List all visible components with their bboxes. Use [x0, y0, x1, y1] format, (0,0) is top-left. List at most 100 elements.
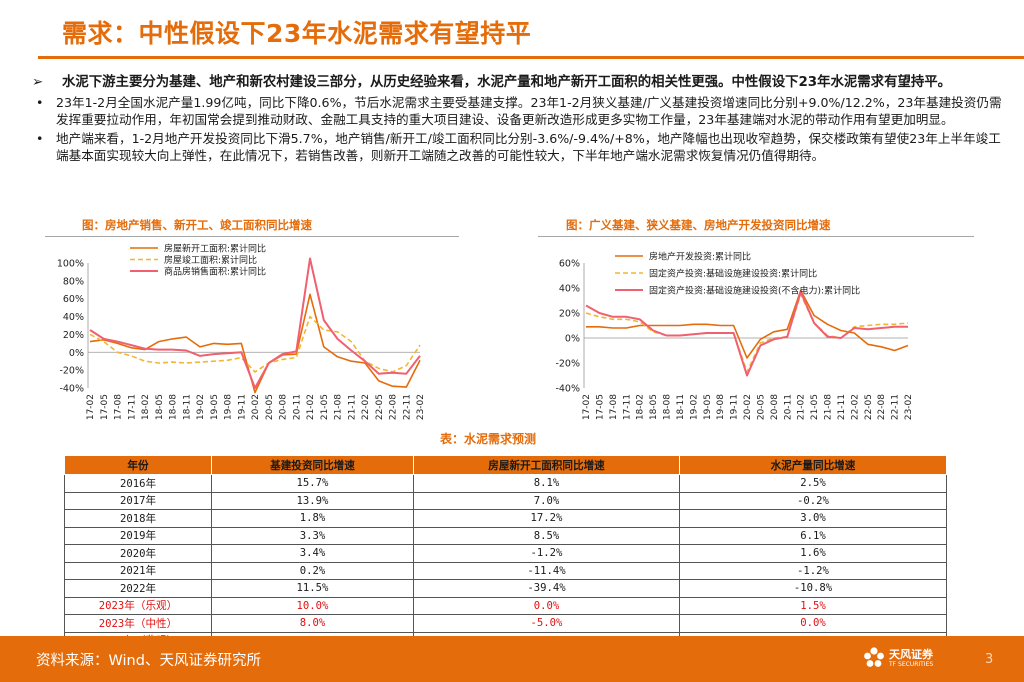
bullet-sub-text: 地产端来看，1-2月地产开发投资同比下滑5.7%，地产销售/新开工/竣工面积同比…: [56, 131, 1001, 163]
table-cell-infra: 3.3%: [211, 526, 414, 545]
x-tick-label: 18-02: [636, 394, 646, 420]
forecast-table: 年份 基建投资同比增速 房屋新开工面积同比增速 水泥产量同比增速 2016年 15…: [64, 455, 947, 651]
col-header-starts: 房屋新开工面积同比增速: [413, 455, 680, 475]
footer-bar: 资料来源：Wind、天风证券研究所 天风证券 TF SECURITIES 3: [0, 636, 1024, 682]
table-cell-starts: -11.4%: [413, 561, 680, 580]
series-line-2: [89, 315, 421, 373]
table-cell-year: 2016年: [64, 474, 212, 493]
y-tick-label: 20%: [63, 330, 84, 341]
x-tick-label: 17-08: [609, 394, 619, 420]
x-tick-label: 19-02: [689, 394, 699, 420]
arrow-bullet-icon: ➢: [32, 75, 44, 90]
table-cell-starts: -39.4%: [413, 579, 680, 598]
x-tick-label: 17-11: [127, 394, 137, 420]
x-tick-label: 17-02: [582, 394, 592, 420]
table-cell-starts: 8.1%: [413, 474, 680, 493]
x-tick-label: 19-05: [703, 394, 713, 420]
table-title: 表：水泥需求预测: [440, 432, 537, 446]
x-tick-label: 17-05: [100, 394, 110, 420]
series-line-1: [586, 289, 909, 359]
x-tick-label: 18-05: [155, 394, 165, 420]
bullet-sub-2: • 地产端来看，1-2月地产开发投资同比下滑5.7%，地产销售/新开工/竣工面积…: [30, 130, 1005, 164]
x-tick-label: 17-11: [622, 394, 632, 420]
chart-1-title-rule: [45, 236, 459, 237]
table-row: 2023年（中性） 8.0% -5.0% 0.0%: [64, 614, 947, 633]
table-row: 2016年 15.7% 8.1% 2.5%: [64, 474, 947, 493]
x-tick-label: 21-02: [306, 394, 316, 420]
col-header-year: 年份: [64, 455, 212, 475]
x-tick-label: 21-02: [797, 394, 807, 420]
col-header-infra: 基建投资同比增速: [211, 455, 414, 475]
x-tick-label: 20-11: [292, 394, 302, 420]
table-body: 2016年 15.7% 8.1% 2.5% 2017年 13.9% 7.0% -0.2% 201…: [64, 474, 947, 651]
dot-bullet-icon: •: [36, 95, 44, 110]
x-tick-label: 20-02: [743, 394, 753, 420]
table-cell-cement: -10.8%: [679, 579, 947, 598]
x-tick-label: 19-08: [716, 394, 726, 420]
chart-2-title: 图：广义基建、狭义基建、房地产开发投资同比增速: [566, 218, 831, 232]
table-cell-starts: -5.0%: [413, 614, 680, 633]
y-tick-label: 0%: [69, 348, 84, 359]
table-cell-cement: 3.0%: [679, 509, 947, 528]
x-tick-label: 22-11: [891, 394, 901, 420]
table-cell-cement: -0.2%: [679, 491, 947, 510]
x-tick-label: 20-05: [756, 394, 766, 420]
x-tick-label: 21-08: [824, 394, 834, 420]
legend-label-3: 固定资产投资:基础设施建设投资(不含电力):累计同比: [649, 285, 860, 297]
y-tick-label: 40%: [63, 312, 84, 323]
x-tick-label: 20-08: [279, 394, 289, 420]
x-tick-label: 17-08: [114, 394, 124, 420]
x-tick-label: 18-05: [649, 394, 659, 420]
x-tick-label: 22-08: [389, 394, 399, 420]
table-cell-cement: 0.0%: [679, 614, 947, 633]
legend-label-2: 房屋竣工面积:累计同比: [164, 254, 257, 266]
table-cell-infra: 10.0%: [211, 596, 414, 615]
table-cell-infra: 15.7%: [211, 474, 414, 493]
table-row: 2019年 3.3% 8.5% 6.1%: [64, 526, 947, 545]
legend-label-1: 房地产开发投资:累计同比: [649, 251, 751, 263]
table-cell-starts: 7.0%: [413, 491, 680, 510]
bullet-sub-1: • 23年1-2月全国水泥产量1.99亿吨，同比下降0.6%，节后水泥需求主要受…: [30, 94, 1005, 128]
x-tick-label: 21-05: [320, 394, 330, 420]
x-tick-label: 19-08: [224, 394, 234, 420]
x-tick-label: 21-11: [837, 394, 847, 420]
table-cell-cement: 1.6%: [679, 544, 947, 563]
slide-title: 需求：中性假设下23年水泥需求有望持平: [62, 19, 532, 48]
table-cell-infra: 11.5%: [211, 579, 414, 598]
table-cell-infra: 8.0%: [211, 614, 414, 633]
table-cell-starts: -1.2%: [413, 544, 680, 563]
series-line-2: [585, 293, 909, 373]
x-tick-label: 18-08: [169, 394, 179, 420]
x-tick-label: 18-08: [663, 394, 673, 420]
table-header-row: 年份 基建投资同比增速 房屋新开工面积同比增速 水泥产量同比增速: [64, 455, 947, 475]
x-tick-label: 19-11: [730, 394, 740, 420]
x-tick-label: 19-11: [237, 394, 247, 420]
table-cell-year: 2017年: [64, 491, 212, 510]
source-note: 资料来源：Wind、天风证券研究所: [36, 653, 261, 669]
y-tick-label: 60%: [63, 294, 84, 305]
x-tick-label: 17-02: [86, 394, 96, 420]
table-cell-year: 2019年: [64, 526, 212, 545]
legend-label-1: 房屋新开工面积:累计同比: [164, 243, 266, 255]
table-row: 2017年 13.9% 7.0% -0.2%: [64, 491, 947, 510]
y-tick-label: 80%: [63, 276, 84, 287]
y-tick-label: 20%: [559, 309, 580, 320]
y-tick-label: 100%: [57, 259, 84, 270]
x-tick-label: 19-02: [196, 394, 206, 420]
x-tick-label: 19-05: [210, 394, 220, 420]
x-tick-label: 22-02: [361, 394, 371, 420]
page-number: 3: [985, 652, 994, 667]
x-tick-label: 20-02: [251, 394, 261, 420]
y-tick-label: 40%: [559, 284, 580, 295]
dot-bullet-icon: •: [36, 131, 44, 146]
x-tick-label: 20-11: [783, 394, 793, 420]
table-cell-infra: 3.4%: [211, 544, 414, 563]
x-tick-label: 21-05: [810, 394, 820, 420]
table-cell-year: 2022年: [64, 579, 212, 598]
table-cell-year: 2018年: [64, 509, 212, 528]
brand-name: 天风证券: [889, 648, 933, 661]
x-tick-label: 21-11: [347, 394, 357, 420]
table-cell-cement: 1.5%: [679, 596, 947, 615]
table-cell-year: 2023年（中性）: [64, 614, 212, 633]
table-cell-year: 2020年: [64, 544, 212, 563]
